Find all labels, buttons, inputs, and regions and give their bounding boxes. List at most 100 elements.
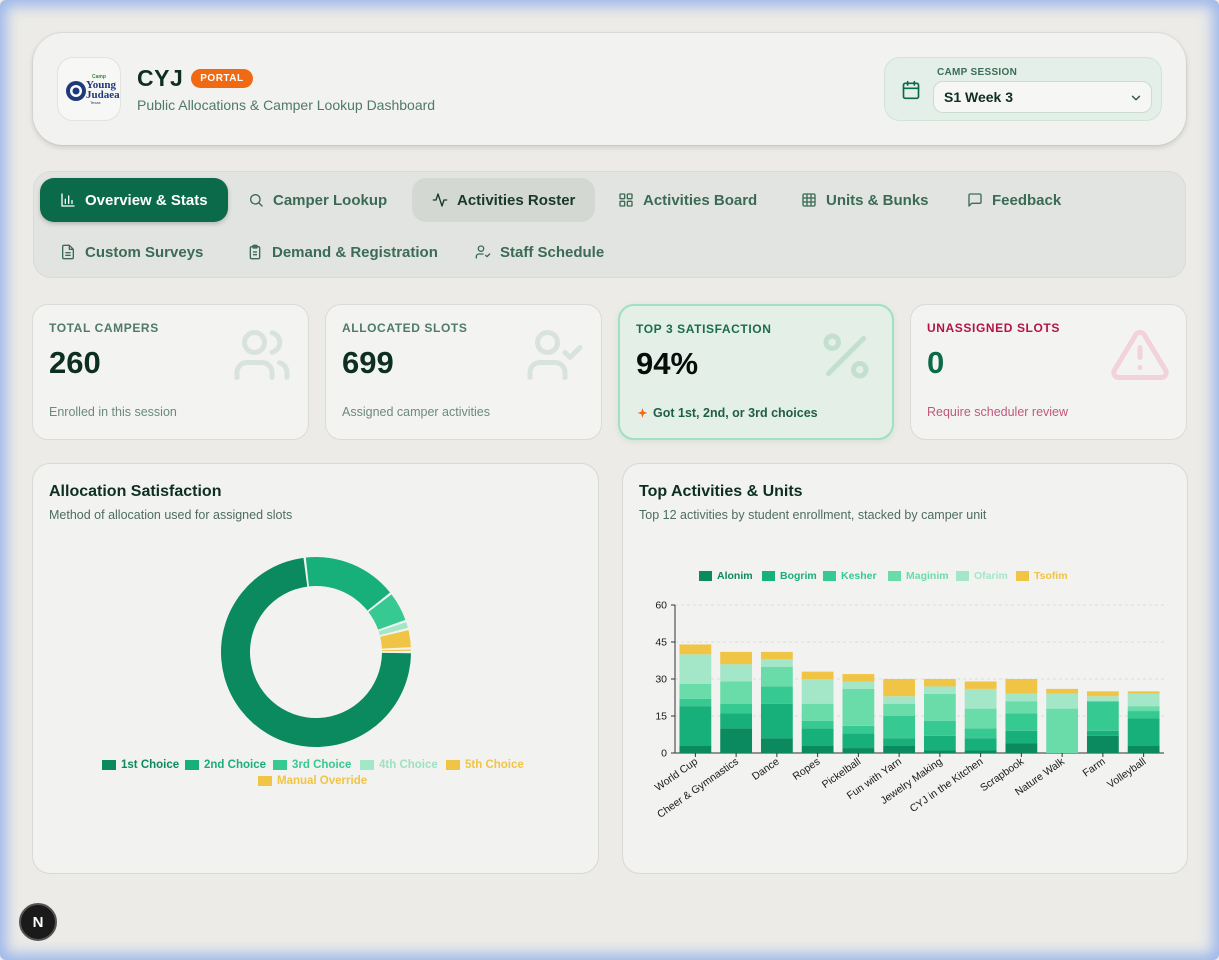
legend-item[interactable]: 1st Choice [102, 759, 179, 771]
sparkle-icon [637, 407, 648, 418]
user-check-icon [527, 330, 583, 380]
message-icon [968, 193, 982, 207]
x-tick-label: Ropes [791, 756, 823, 783]
bar-segment [1046, 708, 1079, 753]
legend-swatch [888, 571, 901, 581]
bar-segment [1005, 730, 1038, 744]
tab-camper-lookup[interactable]: Camper Lookup [228, 178, 407, 222]
bar-segment [1127, 718, 1160, 746]
y-tick-label: 60 [655, 600, 667, 612]
legend-label: Manual Override [277, 775, 368, 787]
stat-value: 699 [342, 345, 394, 380]
tab-overview-stats[interactable]: Overview & Stats [40, 178, 228, 222]
bar-segment [923, 720, 956, 736]
session-select[interactable]: S1 Week 3 [933, 81, 1152, 113]
legend-swatch [446, 760, 460, 770]
legend-swatch [1016, 571, 1029, 581]
stat-label: TOTAL CAMPERS [49, 321, 159, 335]
camp-session-picker: CAMP SESSION S1 Week 3 [884, 57, 1162, 121]
bar-segment [760, 738, 793, 753]
donut-slice [220, 557, 411, 748]
legend-label: 4th Choice [379, 759, 438, 771]
tab-label: Demand & Registration [272, 243, 438, 261]
legend-swatch [762, 571, 775, 581]
bar-segment [1127, 745, 1160, 753]
y-tick-label: 30 [655, 674, 667, 686]
legend-label: Maginim [906, 570, 949, 582]
brand: CYJ PORTAL [137, 65, 253, 92]
tab-label: Units & Bunks [826, 191, 929, 209]
bar-segment [842, 748, 875, 753]
tab-demand-registration[interactable]: Demand & Registration [227, 230, 458, 274]
bar-segment [1046, 693, 1079, 709]
stat-note-row: Got 1st, 2nd, or 3rd choices [636, 406, 818, 420]
tab-staff-schedule[interactable]: Staff Schedule [455, 230, 624, 274]
panel-subtitle: Method of allocation used for assigned s… [49, 508, 293, 522]
donut-slice [305, 557, 391, 611]
legend-item[interactable]: Tsofim [1016, 570, 1068, 582]
tab-units-bunks[interactable]: Units & Bunks [781, 178, 949, 222]
bar-segment [883, 696, 916, 704]
bar-segment [1127, 711, 1160, 719]
bar-segment [720, 703, 753, 714]
legend-label: Alonim [717, 570, 753, 582]
stat-note: Got 1st, 2nd, or 3rd choices [653, 406, 818, 420]
legend-item[interactable]: 5th Choice [446, 759, 524, 771]
legend-item[interactable]: Ofarim [956, 570, 1008, 582]
legend-item[interactable]: Maginim [888, 570, 949, 582]
satisfaction-donut-chart [220, 557, 411, 748]
app-header: Camp Young Judaea Texas CYJ PORTAL Publi… [33, 33, 1186, 145]
tab-custom-surveys[interactable]: Custom Surveys [40, 230, 223, 274]
x-tick-label: Farm [1081, 755, 1108, 779]
main-nav: Overview & Stats Camper Lookup Activitie… [33, 171, 1186, 278]
donut-slice [378, 622, 408, 636]
x-tick-label: CYJ in the Kitchen [908, 756, 986, 815]
stat-note: Enrolled in this session [49, 405, 177, 419]
stat-note: Assigned camper activities [342, 405, 490, 419]
bar-segment [923, 686, 956, 694]
legend-item[interactable]: Bogrim [762, 570, 817, 582]
legend-label: 2nd Choice [204, 759, 266, 771]
tab-activities-board[interactable]: Activities Board [598, 178, 777, 222]
bar-segment [1005, 693, 1038, 702]
panel-title: Top Activities & Units [639, 483, 803, 500]
bar-segment [760, 703, 793, 739]
bar-segment [883, 738, 916, 746]
panel-subtitle: Top 12 activities by student enrollment,… [639, 508, 987, 522]
stat-card-unassigned-slots: UNASSIGNED SLOTS 0 Require scheduler rev… [910, 304, 1187, 440]
legend-swatch [823, 571, 836, 581]
bar-segment [760, 659, 793, 667]
bar-segment [842, 733, 875, 749]
legend-label: Kesher [841, 570, 877, 582]
table-icon [802, 193, 816, 207]
legend-item[interactable]: Alonim [699, 570, 753, 582]
session-label: CAMP SESSION [937, 67, 1018, 78]
calendar-icon [902, 80, 920, 100]
legend-item[interactable]: Manual Override [258, 775, 367, 787]
bar-segment [679, 644, 712, 655]
bar-segment [1127, 706, 1160, 712]
portal-badge: PORTAL [191, 69, 253, 88]
tab-activities-roster[interactable]: Activities Roster [412, 178, 596, 222]
tab-feedback[interactable]: Feedback [947, 178, 1081, 222]
bar-segment [842, 681, 875, 689]
legend-swatch [956, 571, 969, 581]
bar-segment [801, 720, 834, 729]
bar-segment [842, 725, 875, 734]
stat-card-allocated-slots: ALLOCATED SLOTS 699 Assigned camper acti… [325, 304, 602, 440]
bar-segment [964, 750, 997, 753]
legend-item[interactable]: 4th Choice [360, 759, 438, 771]
legend-item[interactable]: 2nd Choice [185, 759, 266, 771]
bar-segment [842, 688, 875, 726]
bar-segment [923, 735, 956, 751]
bar-segment [720, 664, 753, 682]
bar-segment [883, 745, 916, 753]
legend-swatch [258, 776, 272, 786]
legend-item[interactable]: 3rd Choice [273, 759, 351, 771]
bar-segment [1127, 693, 1160, 707]
legend-label: Ofarim [974, 570, 1008, 582]
bar-segment [679, 654, 712, 684]
next-dev-button[interactable]: N [19, 903, 57, 941]
legend-item[interactable]: Kesher [823, 570, 877, 582]
